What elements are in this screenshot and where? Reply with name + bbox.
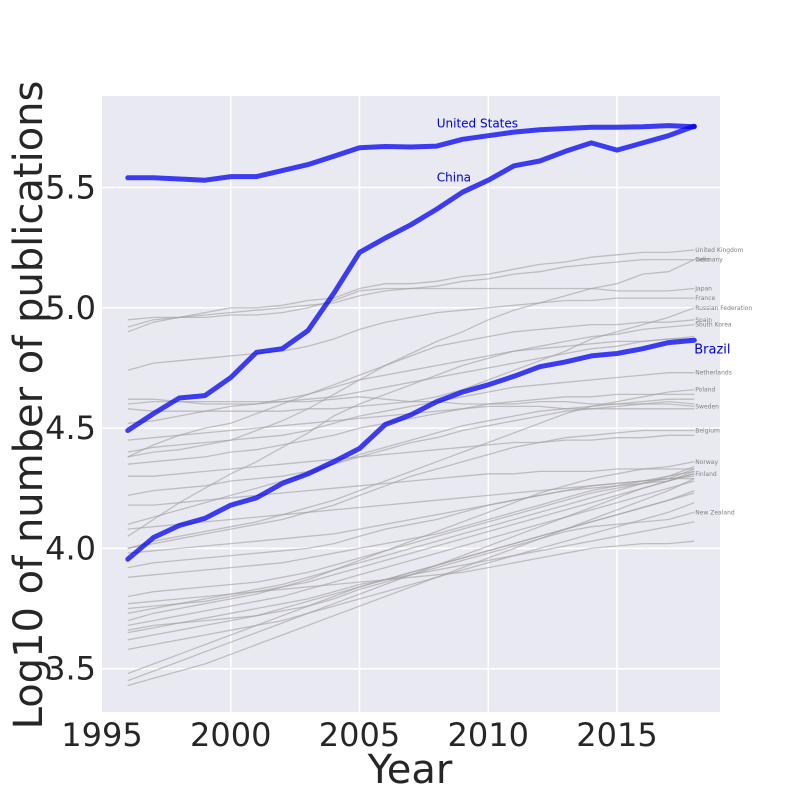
y-axis-title: Log10 of number of publications [6, 81, 52, 730]
x-axis-title: Year [367, 747, 453, 793]
series-line-belgium [127, 429, 695, 550]
background-series-line [127, 478, 695, 687]
background-series-line [127, 473, 695, 610]
highlighted-label: United States [437, 116, 518, 130]
y-tick-label: 4.0 [45, 529, 96, 567]
series-label: Spain [695, 317, 712, 324]
background-series-line [127, 502, 695, 651]
series-label: Finland [695, 471, 717, 478]
background-series-line [127, 492, 695, 675]
background-series-line [127, 465, 695, 614]
highlighted-label: Brazil [694, 343, 730, 358]
background-series-line [127, 480, 695, 627]
x-tick-label: 2015 [576, 716, 657, 754]
series-line-india [127, 259, 695, 458]
y-tick-label: 4.5 [45, 409, 96, 447]
background-series-line [127, 470, 695, 578]
series-label: Sweden [695, 403, 719, 410]
series-label: Germany [695, 257, 723, 264]
series-label: South Korea [695, 322, 732, 329]
series-label: New Zealand [695, 509, 735, 516]
series-label: Japan [694, 286, 712, 293]
highlighted-label: China [437, 171, 471, 185]
series-line-norway [127, 461, 695, 622]
highlighted-line-china [125, 123, 697, 433]
background-series-line [127, 398, 695, 525]
series-line-spain [127, 319, 695, 458]
series-line-japan [127, 287, 695, 328]
series-line-united-kingdom [127, 249, 695, 333]
series-line-netherlands [127, 372, 695, 453]
series-label: France [695, 295, 715, 302]
series-label: Russian Federation [695, 305, 752, 312]
x-tick-label: 2000 [190, 716, 271, 754]
x-tick-label: 2005 [319, 716, 400, 754]
background-series-line [127, 468, 695, 598]
highlighted-series-lines [125, 123, 697, 562]
background-series-line [127, 540, 695, 605]
y-tick-label: 5.0 [45, 289, 96, 327]
y-tick-label: 3.5 [45, 650, 96, 688]
x-tick-label: 1995 [61, 716, 142, 754]
background-series-line [127, 338, 695, 424]
series-label: Norway [695, 459, 718, 466]
highlighted-line-united-states [125, 123, 697, 183]
series-label: Poland [695, 387, 715, 394]
series-line-new-zealand [127, 511, 695, 631]
series-line-poland [127, 388, 695, 550]
series-line-russian-federation [127, 307, 695, 412]
x-tick-label: 2010 [448, 716, 529, 754]
series-line-sweden [127, 403, 695, 497]
series-line-south-korea [127, 323, 695, 537]
background-series-line [127, 335, 695, 405]
background-series-lines [127, 335, 695, 687]
background-series-line [127, 477, 695, 554]
highlighted-line-brazil [125, 337, 697, 562]
series-label: United Kingdom [695, 247, 743, 254]
series-line-france [127, 297, 695, 371]
series-label: Belgium [695, 427, 720, 434]
y-tick-label: 5.5 [45, 168, 96, 206]
series-label: India [695, 257, 710, 264]
background-series-line [127, 393, 695, 465]
series-line-finland [127, 473, 695, 569]
labeled-series-lines [127, 249, 695, 631]
background-series-line [127, 434, 695, 477]
tick-labels: 1995 2000 2005 2010 2015 3.5 4.0 4.5 5.0 5.5 [45, 168, 658, 754]
series-label: Netherlands [695, 370, 732, 377]
background-series-line [127, 468, 695, 506]
